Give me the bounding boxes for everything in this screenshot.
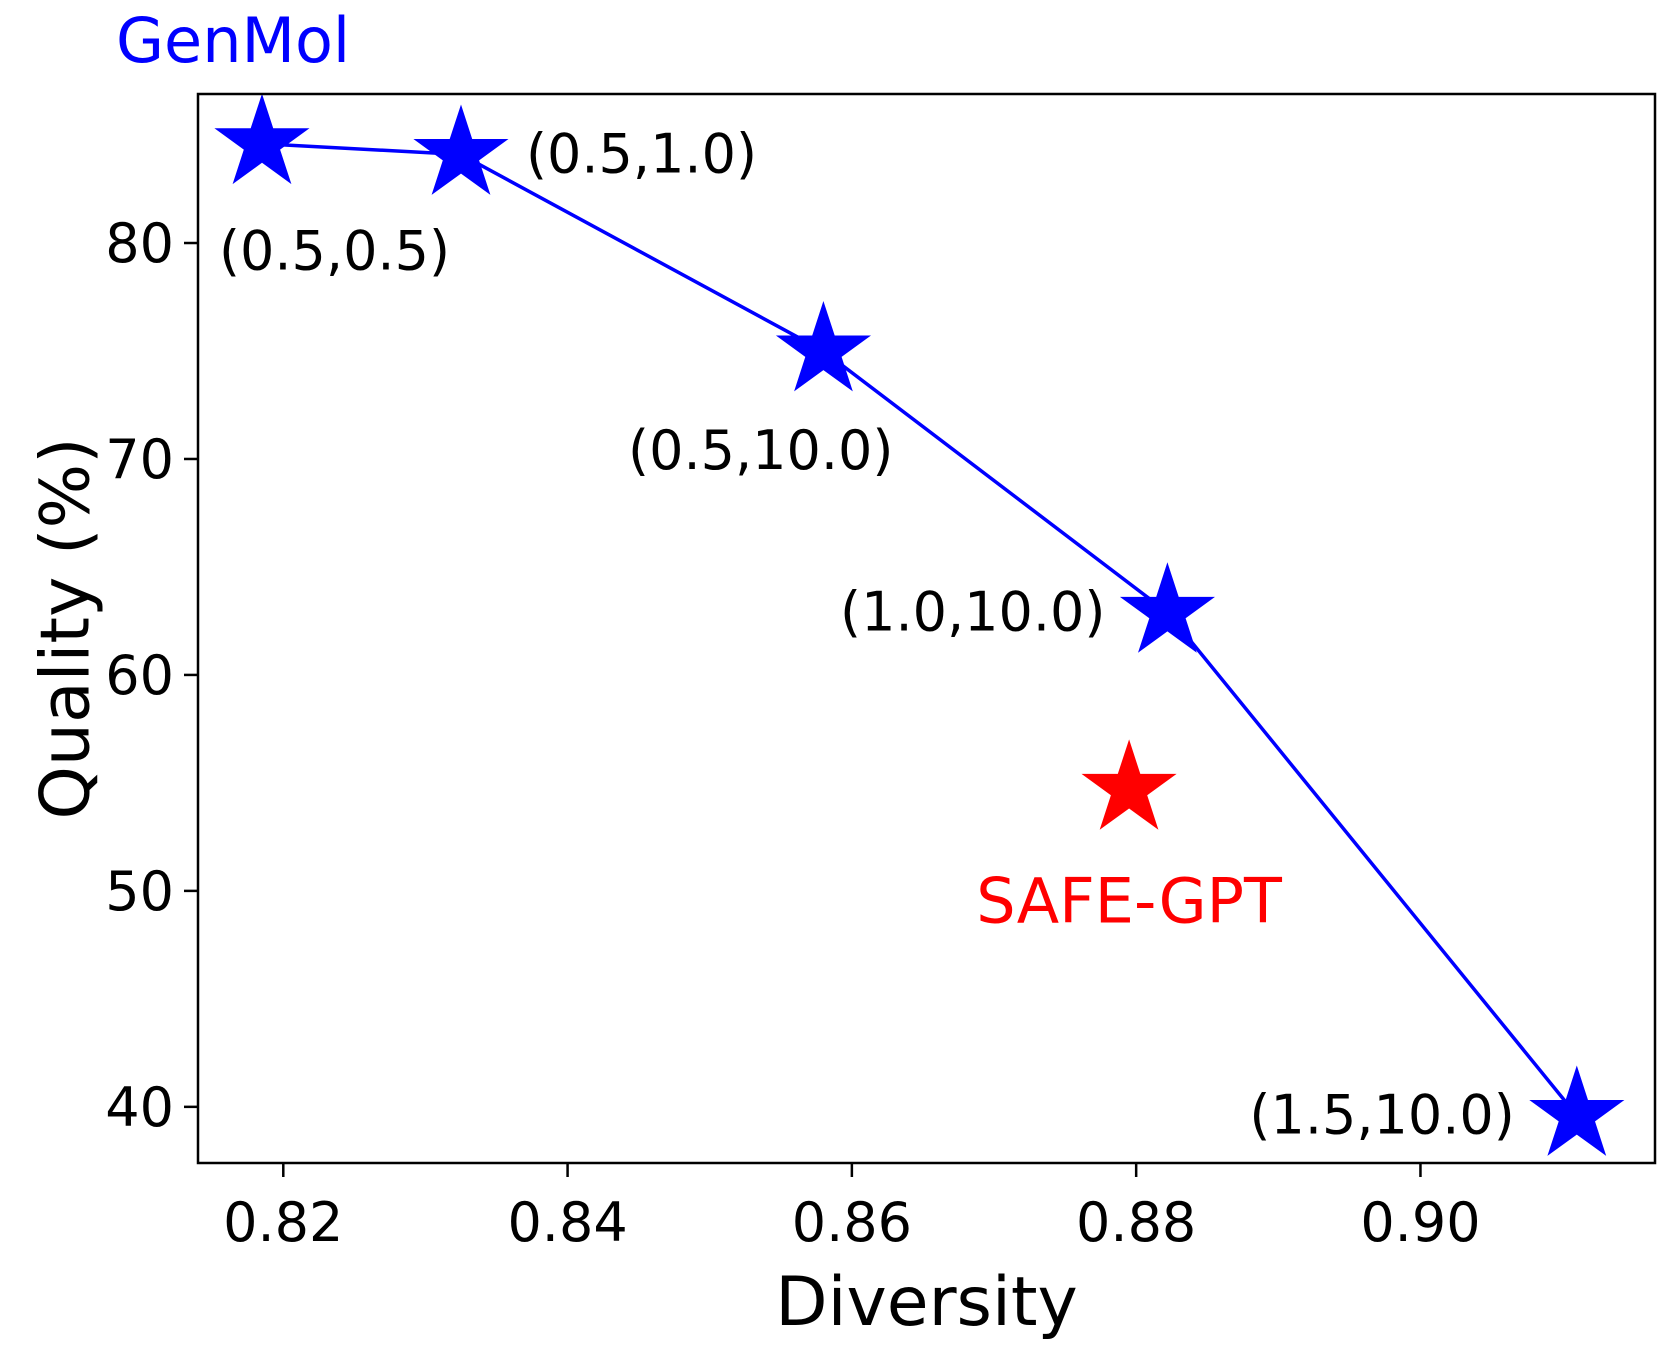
- point-star-marker: [1119, 562, 1215, 653]
- point-label: (0.5,1.0): [526, 122, 757, 185]
- labels-layer: (0.5,0.5) (0.5,1.0) (0.5,10.0) (1.0,10.0) (1…: [116, 4, 1515, 1146]
- y-tick-label: 70: [105, 428, 174, 491]
- x-tick-label: 0.86: [792, 1191, 912, 1254]
- point-star-marker: [413, 104, 509, 195]
- point-star-marker: [775, 301, 871, 392]
- point-label: (1.5,10.0): [1249, 1083, 1514, 1146]
- y-tick-label: 60: [105, 644, 174, 707]
- series-label-genmol: GenMol: [116, 4, 350, 77]
- x-tick-label: 0.84: [507, 1191, 627, 1254]
- x-tick-label: 0.90: [1360, 1191, 1480, 1254]
- x-tick-label: 0.82: [223, 1191, 343, 1254]
- y-tick-label: 40: [105, 1076, 174, 1139]
- y-axis-title: Quality (%): [27, 437, 106, 819]
- point-label: (0.5,0.5): [219, 220, 450, 283]
- point-star-marker: [214, 93, 310, 185]
- point-label: (0.5,10.0): [628, 419, 893, 482]
- point-label: (1.0,10.0): [840, 580, 1105, 643]
- point-star-marker: [1529, 1065, 1625, 1156]
- ticks-layer: 0.82 0.84 0.86 0.88 0.90 40 50 60 70 80: [105, 212, 1480, 1254]
- x-tick-label: 0.88: [1076, 1191, 1196, 1254]
- point-star-marker: [1081, 739, 1177, 830]
- series-layer: [214, 93, 1625, 1156]
- y-tick-label: 50: [105, 860, 174, 923]
- series-label-safe-gpt: SAFE-GPT: [976, 864, 1283, 937]
- plot-frame: [196, 92, 1657, 1165]
- y-tick-label: 80: [105, 212, 174, 275]
- x-axis-title: Diversity: [775, 1263, 1078, 1342]
